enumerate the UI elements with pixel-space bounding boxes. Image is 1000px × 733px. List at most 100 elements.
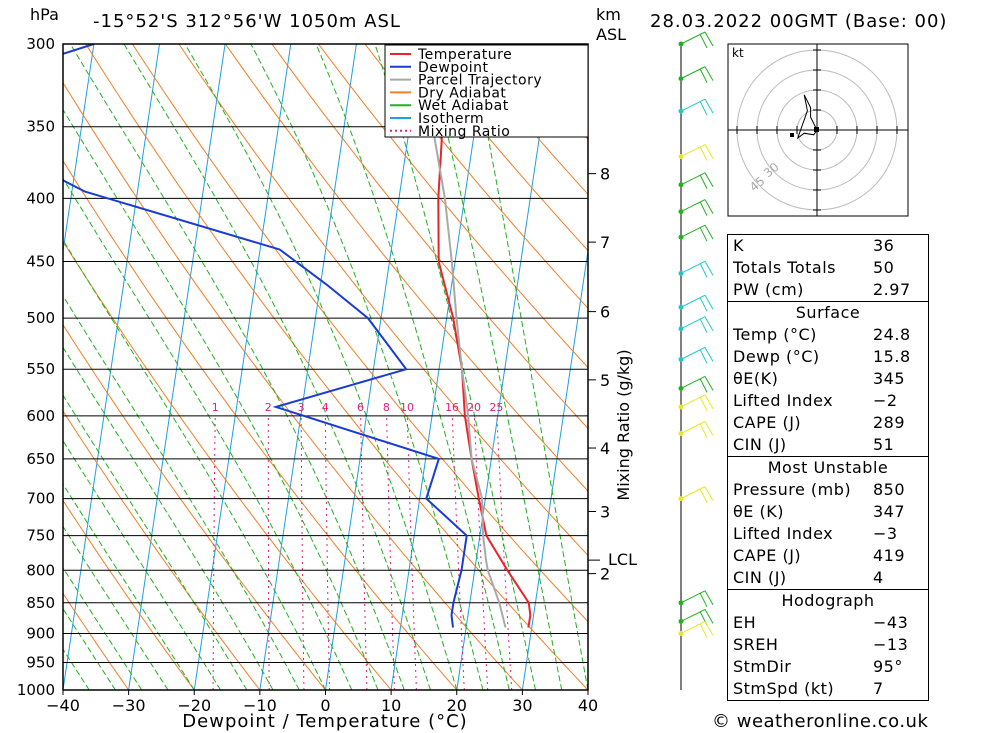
row-label: SREH [733,635,779,654]
isotherm-line [390,44,489,690]
table-row: EH −43 [728,612,928,634]
mixing-ratio-line [267,415,270,690]
wet-adiabat-line [63,566,143,690]
wind-barb-flag [704,376,714,391]
wind-barb-shaft [680,294,706,308]
table-row: StmDir 95° [728,656,928,678]
table-row: Lifted Index −3 [728,523,928,545]
legend-label: Temperature [417,47,512,63]
mixing-ratio-label: 1 [212,401,219,414]
row-label: Pressure (mb) [733,480,852,499]
mixing-ratio-line [212,415,216,690]
wind-barb-flag [699,263,708,278]
wet-adiabat-line [184,44,458,690]
row-label: Dewp (°C) [733,347,820,366]
wind-barb-shaft [680,144,706,157]
pressure-tick-label: 300 [26,35,55,53]
alt-unit-asl: ASL [596,25,626,44]
wind-barb-shaft [680,172,706,186]
km-tick-label: 4 [600,439,610,458]
x-tick-label: 10 [381,696,401,715]
wind-barb-flag [699,174,708,189]
mixing-ratio-line [324,415,330,690]
wind-barb-flag [699,297,708,312]
isotherm-line [193,44,292,690]
datetime-title: 28.03.2022 00GMT (Base: 00) [650,11,947,32]
wind-barb-flag [704,199,714,214]
legend-label: Dry Adiabat [418,85,506,101]
wind-barb-flag [704,316,714,331]
km-tick-label: 7 [600,233,610,252]
x-tick-label: 40 [578,696,598,715]
hodograph-trace [796,94,818,140]
isotherm-line [63,44,95,255]
km-tick-label: 5 [600,371,610,390]
indices-table: K 36 Totals Totals 50 PW (cm) 2.97 Surface Te… [727,234,929,701]
table-row: θE(K) 345 [728,368,928,390]
wind-barb-shaft [680,346,706,360]
surface-title: Surface [795,303,861,322]
mixing-ratio-label: 6 [357,401,364,414]
wet-adiabat-line [63,177,353,690]
mixing-ratio-line [451,415,465,690]
x-tick-label: −30 [112,696,146,715]
x-tick-label: −10 [243,696,277,715]
row-value: 850 [873,480,906,499]
storm-motion-marker [814,127,819,132]
wind-barb-flag [704,172,714,188]
pressure-tick-label: 900 [26,625,55,643]
pressure-tick-label: 500 [26,309,55,327]
pressure-tick-label: 550 [26,360,55,378]
row-value: 51 [873,435,895,454]
dry-adiabat-line [63,499,195,690]
table-row: CAPE (J) 289 [728,412,928,434]
wet-adiabat-line [63,294,300,690]
legend-label: Parcel Trajectory [418,73,542,89]
wind-barb-flag [704,590,714,606]
dry-adiabat-line [923,44,1000,690]
table-row: CIN (J) 4 [728,567,928,589]
wind-barb-flag [704,224,714,240]
table-row: StmSpd (kt) 7 [728,678,928,700]
wind-barb-flag [699,100,708,116]
series-temperature [407,44,532,628]
wind-barb-shaft [680,608,706,622]
lcl-label: LCL [608,550,637,569]
row-value: 50 [873,258,895,277]
hodograph-title: Hodograph [781,591,875,610]
row-value: 345 [873,369,906,388]
wind-profile [678,31,714,690]
pressure-tick-label: 750 [26,527,55,545]
wind-barb-shaft [680,394,706,408]
wind-barb-shaft [680,486,706,500]
row-label: Lifted Index [733,391,834,410]
mixing-ratio-label: 10 [400,401,414,414]
most-unstable-title: Most Unstable [767,458,889,477]
legend-box [384,44,589,138]
row-value: −13 [873,635,909,654]
wind-barb-flag [704,31,714,47]
row-label: θE(K) [733,369,779,388]
isotherm-line [521,247,588,690]
mixing-ratio-line [473,415,489,690]
mixing-ratio-label: 25 [489,401,503,414]
dry-adiabat-line [63,81,523,690]
pressure-unit-label: hPa [30,5,59,24]
wind-barb-shaft [680,621,706,634]
wind-barb-shaft [680,98,706,112]
row-label: Totals Totals [733,258,836,277]
wind-barb-flag [704,486,714,501]
table-row: Pressure (mb) 850 [728,479,928,501]
dry-adiabat-line [63,592,130,690]
km-tick-label: 8 [600,165,610,184]
mixing-ratio-label: 4 [322,401,329,414]
mixing-ratio-line [300,415,305,690]
x-tick-label: 20 [447,696,467,715]
wind-barb-flag [704,609,714,624]
dry-adiabat-line [85,44,588,690]
row-value: 347 [873,502,906,521]
wind-barb-flag [704,394,714,410]
row-value: 7 [873,679,884,698]
